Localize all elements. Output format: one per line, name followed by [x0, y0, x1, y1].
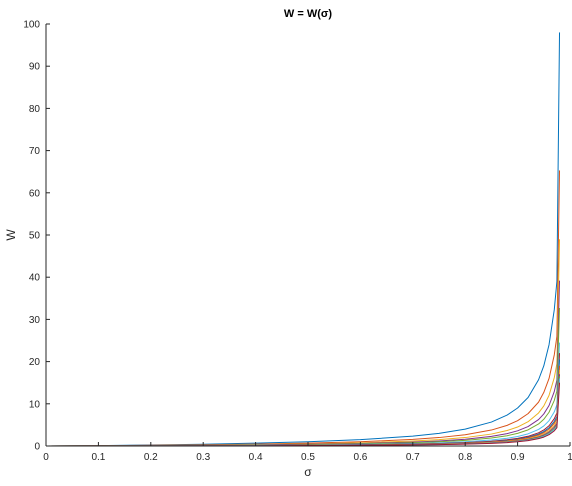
y-tick-label: 10 — [29, 399, 41, 410]
x-tick-label: 0 — [43, 452, 49, 463]
y-tick-label: 60 — [29, 188, 41, 199]
x-tick-label: 0.7 — [406, 452, 420, 463]
y-tick-label: 50 — [29, 231, 41, 242]
axes-layer: 0 0.1 0.2 0.3 0.4 0.5 0.6 0.7 0.8 0.9 101020304050… — [23, 20, 572, 464]
x-axis-label: σ — [304, 465, 312, 479]
x-tick-label: 1 — [567, 452, 572, 463]
x-tick-label: 0.5 — [301, 452, 315, 463]
y-tick-label: 40 — [29, 273, 41, 284]
x-tick-label: 0.3 — [196, 452, 210, 463]
y-tick-label: 30 — [29, 315, 41, 326]
series-line-1 — [45, 32, 561, 447]
chart-title: W = W(σ) — [284, 8, 332, 20]
plot-area — [46, 24, 570, 446]
y-tick-label: 70 — [29, 146, 41, 157]
y-tick-label: 20 — [29, 357, 41, 368]
y-tick-label: 80 — [29, 104, 41, 115]
x-tick-label: 0.8 — [458, 452, 472, 463]
x-tick-label: 0.6 — [353, 452, 367, 463]
y-axis-label: W — [4, 229, 18, 241]
x-tick-label: 0.4 — [249, 452, 263, 463]
y-tick-label: 100 — [23, 20, 40, 31]
y-tick-label: 0 — [34, 442, 40, 453]
x-tick-label: 0.1 — [91, 452, 105, 463]
x-tick-label: 0.9 — [511, 452, 525, 463]
y-tick-label: 90 — [29, 62, 41, 73]
x-tick-label: 0.2 — [144, 452, 158, 463]
